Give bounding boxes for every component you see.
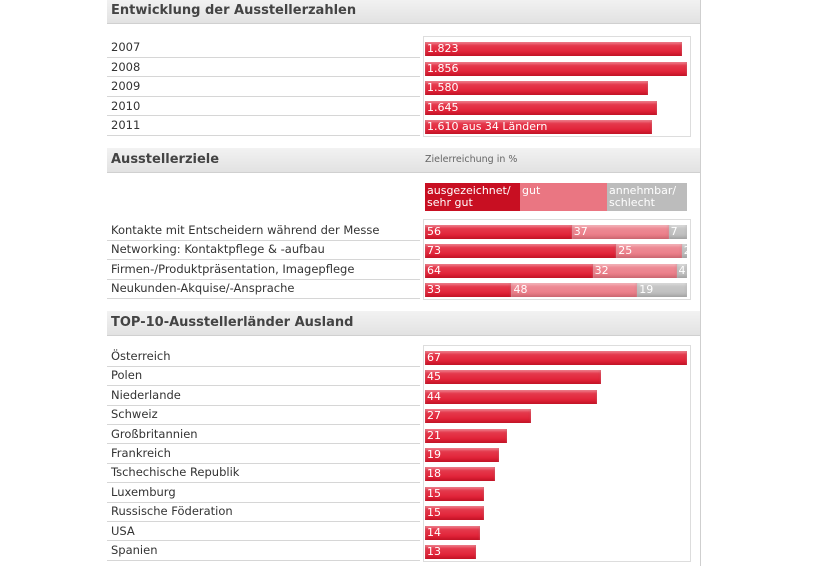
row-label: USA — [111, 523, 135, 538]
bar-segment: 64 — [425, 263, 593, 278]
bar-segment: 37 — [571, 225, 669, 239]
row-line — [107, 423, 420, 425]
bar: 1.645 — [425, 100, 658, 115]
bar-segment: 32 — [592, 263, 677, 278]
row-line — [107, 95, 420, 97]
row-label: Kontakte mit Entscheidern während der Me… — [111, 223, 380, 237]
bar: 21 — [425, 428, 508, 443]
row-label: Tschechische Republik — [111, 465, 240, 480]
bar-segment: 2 — [681, 244, 691, 259]
row-line — [107, 259, 420, 261]
row-label: Österreich — [111, 349, 171, 363]
bar: 15 — [425, 486, 484, 501]
row-line — [107, 385, 420, 387]
panel-border — [700, 0, 701, 566]
row-line — [107, 501, 420, 503]
row-line — [107, 56, 420, 58]
row-line — [107, 297, 420, 299]
bar: 14 — [425, 525, 480, 540]
bar: 27 — [425, 409, 531, 424]
bar-segment: 19 — [637, 283, 687, 298]
row-line — [107, 115, 420, 117]
bar-segment: 73 — [425, 244, 617, 259]
bar: 1.856 — [425, 61, 687, 76]
row-label: 2007 — [111, 40, 141, 54]
bar-segment: 25 — [616, 244, 682, 259]
legend-item: ausgezeichnet/ sehr gut — [425, 183, 520, 211]
row-line — [107, 462, 420, 464]
legend-item: gut — [520, 183, 607, 211]
bar-segment: 56 — [425, 225, 572, 239]
bar: 1.580 — [425, 81, 649, 95]
row-label: Spanien — [111, 543, 158, 557]
row-label: Niederlande — [111, 387, 181, 402]
bar: 1.610 aus 34 Ländern — [425, 120, 653, 134]
row-line — [107, 540, 420, 542]
row-label: Networking: Kontaktpflege & -aufbau — [111, 242, 325, 257]
row-label: Frankreich — [111, 446, 171, 460]
bar-segment: 48 — [511, 283, 638, 298]
row-label: 2011 — [111, 118, 141, 132]
row-label: Neukunden-Akquise/-Ansprache — [111, 281, 295, 296]
row-line — [107, 404, 420, 406]
row-line — [107, 520, 420, 522]
row-line — [107, 365, 420, 367]
bar: 19 — [425, 448, 500, 462]
row-label: 2010 — [111, 98, 141, 113]
row-line — [107, 134, 420, 136]
bar-segment: 4 — [676, 263, 687, 278]
bar-column-box — [423, 345, 691, 562]
row-label: Polen — [111, 368, 143, 383]
row-line — [107, 443, 420, 445]
section-title: Entwicklung der Ausstellerzahlen — [107, 0, 700, 24]
bar-column-box — [423, 36, 691, 137]
row-label: Großbritannien — [111, 426, 198, 441]
row-label: Schweiz — [111, 407, 158, 422]
row-line — [107, 559, 420, 561]
bar: 44 — [425, 389, 598, 404]
bar-segment: 7 — [668, 225, 687, 239]
legend-item: annehmbar/ schlecht — [607, 183, 687, 211]
row-label: Russische Föderation — [111, 504, 233, 519]
row-label: Luxemburg — [111, 484, 176, 499]
subtitle: Zielerreichung in % — [425, 154, 518, 165]
bar: 15 — [425, 506, 484, 521]
row-line — [107, 482, 420, 484]
bar: 1.823 — [425, 42, 683, 56]
section-title: TOP-10-Ausstellerländer Ausland — [107, 311, 700, 336]
bar: 45 — [425, 370, 601, 385]
row-label: Firmen-/Produktpräsentation, Imagepflege — [111, 261, 355, 276]
row-line — [107, 278, 420, 280]
bar-segment: 33 — [425, 283, 512, 298]
bar: 18 — [425, 467, 496, 482]
row-line — [107, 76, 420, 78]
row-label: 2008 — [111, 59, 141, 74]
section-title: Ausstellerziele — [107, 148, 700, 173]
row-line — [107, 239, 420, 241]
bar-column-box — [423, 219, 691, 300]
row-label: 2009 — [111, 79, 141, 93]
bar: 13 — [425, 545, 476, 559]
bar: 67 — [425, 351, 687, 365]
